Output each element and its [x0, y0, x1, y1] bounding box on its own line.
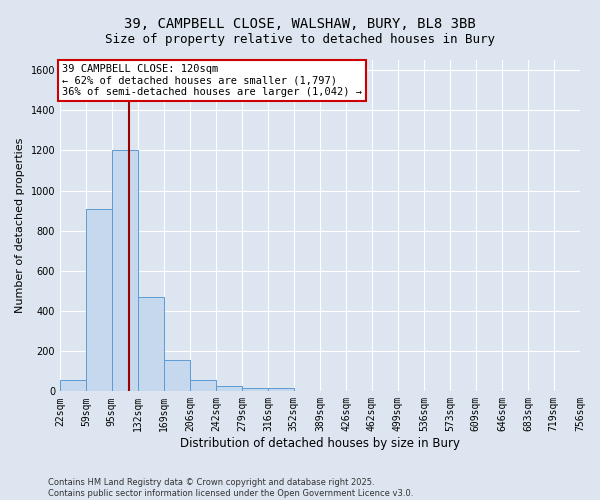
Text: 39 CAMPBELL CLOSE: 120sqm
← 62% of detached houses are smaller (1,797)
36% of se: 39 CAMPBELL CLOSE: 120sqm ← 62% of detac… — [62, 64, 362, 97]
Text: Size of property relative to detached houses in Bury: Size of property relative to detached ho… — [105, 32, 495, 46]
Bar — [164, 360, 190, 392]
Bar — [216, 386, 242, 392]
Bar — [242, 388, 268, 392]
Bar — [268, 388, 294, 392]
Bar — [60, 380, 86, 392]
X-axis label: Distribution of detached houses by size in Bury: Distribution of detached houses by size … — [180, 437, 460, 450]
Y-axis label: Number of detached properties: Number of detached properties — [15, 138, 25, 314]
Text: Contains HM Land Registry data © Crown copyright and database right 2025.
Contai: Contains HM Land Registry data © Crown c… — [48, 478, 413, 498]
Text: 39, CAMPBELL CLOSE, WALSHAW, BURY, BL8 3BB: 39, CAMPBELL CLOSE, WALSHAW, BURY, BL8 3… — [124, 18, 476, 32]
Bar — [138, 297, 164, 392]
Bar — [190, 380, 216, 392]
Bar — [112, 150, 138, 392]
Bar — [86, 208, 112, 392]
